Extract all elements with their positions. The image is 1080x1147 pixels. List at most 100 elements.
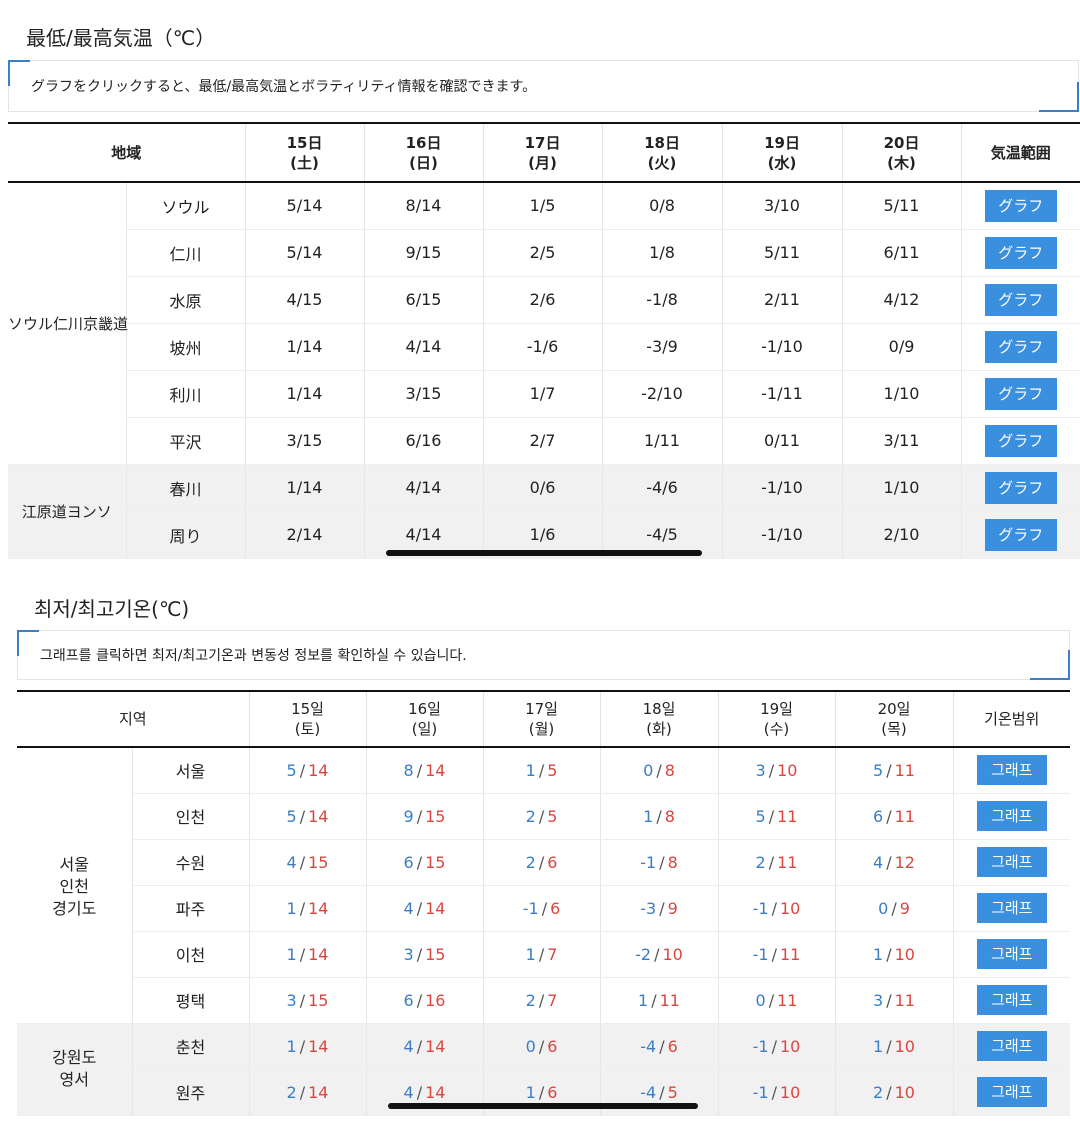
temp-cell: 1/14 (248, 931, 367, 978)
info-text: グラフをクリックすると、最低/最高気温とボラティリティ情報を確認できます。 (31, 79, 537, 95)
separator: / (886, 806, 892, 826)
graph-button[interactable]: グラフ (984, 471, 1057, 504)
header-cell: 15일 (토) (248, 690, 367, 748)
graph-button[interactable]: グラフ (984, 377, 1057, 410)
data-row: 이천 1/14 3/15 1/7 -2/10 -1/11 1/10 그래프 (17, 931, 1071, 978)
group-cell: 서울 인천 경기도 (17, 747, 132, 1024)
graph-button[interactable]: 그래프 (976, 939, 1047, 969)
separator: / (416, 1036, 423, 1056)
temp-cell: -1/10 (721, 511, 843, 559)
high-temp: 10 (780, 898, 801, 918)
temperature-table: 地域 15日 (土) 16日 (日) 17日 (月) 18日 (火) 19日 (水) 20日 (木) 気温… (8, 122, 1080, 559)
temp-cell: 0/6 (482, 1023, 601, 1070)
city-cell: 평택 (131, 977, 250, 1024)
info-box: グラフをクリックすると、最低/最高気温とボラティリティ情報を確認できます。 (8, 60, 1079, 112)
high-temp: 11 (894, 990, 915, 1010)
weekday: (일) (411, 720, 438, 738)
day: 17日 (524, 133, 561, 152)
low-temp: 4 (403, 898, 414, 918)
separator: / (659, 1082, 665, 1102)
high-temp: 11 (780, 944, 801, 964)
header-cell: 지역 (17, 690, 250, 748)
high-temp: 8 (664, 806, 675, 826)
low-temp: 3 (286, 990, 297, 1010)
temp-cell: 2/10 (841, 511, 962, 559)
low-temp: 6 (873, 806, 884, 826)
day: 16일 (408, 700, 441, 718)
temp-cell: 5/14 (248, 793, 367, 840)
data-row: 원주 2/14 4/14 1/6 -4/5 -1/10 2/10 그래프 (17, 1069, 1071, 1116)
graph-button[interactable]: 그래프 (976, 847, 1047, 877)
group-name: 경기도 (52, 899, 97, 918)
low-temp: -2 (635, 944, 652, 964)
day: 15日 (286, 133, 323, 152)
temp-cell: 4/14 (363, 323, 484, 371)
temp-cell: 1/11 (601, 417, 723, 465)
separator: / (538, 760, 545, 780)
data-row: 강원도 영서 춘천 1/14 4/14 0/6 -4/6 -1/10 1/10 그래프 (17, 1023, 1071, 1116)
data-row: 坡州 1/14 4/14 -1/6 -3/9 -1/10 0/9 グラフ (8, 323, 1080, 371)
temp-cell: 6/11 (834, 793, 954, 840)
graph-button[interactable]: 그래프 (976, 755, 1047, 786)
temp-cell: 5/11 (834, 747, 954, 794)
graph-button[interactable]: 그래프 (976, 985, 1047, 1015)
low-temp: 0 (878, 898, 889, 918)
graph-button[interactable]: グラフ (984, 236, 1057, 269)
high-temp: 14 (308, 760, 329, 780)
data-row: 수원 4/15 6/15 2/6 -1/8 2/11 4/12 그래프 (17, 839, 1071, 886)
low-temp: 1 (525, 760, 536, 780)
weekday: (목) (881, 720, 907, 738)
temp-cell: -1/6 (482, 885, 601, 932)
button-cell: 그래프 (952, 793, 1071, 840)
button-cell: グラフ (960, 417, 1080, 465)
graph-button[interactable]: 그래프 (976, 1077, 1047, 1107)
separator: / (299, 990, 306, 1010)
graph-button[interactable]: グラフ (984, 424, 1057, 457)
temp-cell: 0/8 (599, 747, 719, 794)
separator: / (416, 1082, 423, 1102)
temp-cell: 0/9 (841, 323, 962, 371)
button-cell: 그래프 (952, 747, 1071, 794)
graph-button[interactable]: グラフ (984, 283, 1057, 316)
low-temp: 1 (643, 806, 654, 826)
graph-button[interactable]: グラフ (984, 189, 1057, 222)
temp-cell: 1/14 (244, 464, 365, 512)
high-temp: 10 (780, 1082, 801, 1102)
weekday: (월) (528, 720, 555, 738)
low-temp: 6 (403, 990, 414, 1010)
temp-cell: -1/6 (482, 323, 603, 371)
graph-button[interactable]: 그래프 (976, 801, 1047, 831)
button-cell: 그래프 (952, 839, 1071, 886)
temp-cell: 5/11 (717, 793, 836, 840)
temp-cell: 1/14 (248, 885, 367, 932)
high-temp: 15 (425, 852, 446, 872)
high-temp: 15 (308, 852, 329, 872)
low-temp: 1 (525, 1082, 536, 1102)
separator: / (538, 1082, 545, 1102)
temp-cell: 5/11 (721, 229, 843, 277)
low-temp: 4 (403, 1036, 414, 1056)
separator: / (771, 1082, 777, 1102)
high-temp: 7 (547, 990, 558, 1010)
graph-button[interactable]: 그래프 (976, 893, 1047, 923)
temp-cell: 4/14 (363, 464, 484, 512)
temp-cell: 5/14 (248, 747, 367, 794)
low-temp: 9 (403, 806, 414, 826)
low-temp: 1 (286, 898, 297, 918)
temp-cell: 2/14 (248, 1069, 367, 1116)
high-temp: 5 (547, 760, 558, 780)
day: 15일 (291, 700, 324, 718)
low-temp: 1 (873, 944, 884, 964)
high-temp: 11 (659, 990, 680, 1010)
graph-button[interactable]: 그래프 (976, 1031, 1047, 1061)
graph-button[interactable]: グラフ (984, 330, 1057, 363)
graph-button[interactable]: グラフ (984, 518, 1057, 551)
data-row: 江原道ヨンソ 春川 1/14 4/14 0/6 -4/6 -1/10 1/10 グラフ (8, 464, 1080, 559)
info-box: 그래프를 클릭하면 최저/최고기온과 변동성 정보를 확인하실 수 있습니다. (17, 630, 1070, 680)
separator: / (891, 898, 897, 918)
header-cell: 20일 (목) (834, 690, 954, 748)
data-row: 仁川 5/14 9/15 2/5 1/8 5/11 6/11 グラフ (8, 229, 1080, 277)
temp-cell: 6/15 (365, 839, 484, 886)
header-cell: 18日 (火) (601, 122, 723, 183)
group-name: 영서 (59, 1070, 89, 1089)
